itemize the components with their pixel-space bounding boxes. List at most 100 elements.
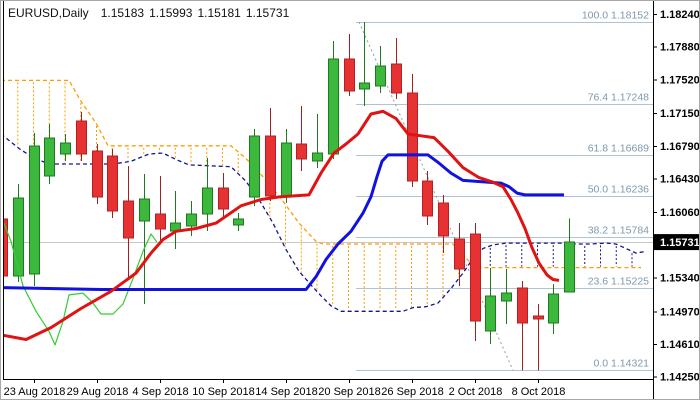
time-axis-label: 26 Sep 2018 (381, 386, 443, 398)
price-axis[interactable]: 1.18240 1.17880 1.17520 1.17150 1.16790 1.164… (653, 9, 700, 384)
candle (29, 133, 40, 286)
candle-body (485, 295, 496, 332)
candle-body (548, 293, 559, 324)
price-axis-label: 1.16060 (660, 207, 700, 219)
time-axis-label: 23 Aug 2018 (4, 386, 66, 398)
candle (407, 74, 418, 187)
candle-body (344, 58, 355, 92)
candle (123, 166, 134, 278)
symbol-period-label: EURUSD,Daily (8, 6, 89, 20)
price-axis-label: 1.15340 (660, 273, 700, 285)
time-axis-label: 4 Sep 2018 (132, 386, 188, 398)
fibonacci-retracement: 100.0 1.18152 76.4 1.17248 61.8 1.16689 50.… (356, 10, 653, 371)
time-axis-label: 20 Sep 2018 (318, 386, 380, 398)
candle-body (92, 150, 103, 198)
candle (485, 268, 496, 344)
low-value: 1.15181 (197, 6, 241, 20)
time-axis-label: 10 Sep 2018 (192, 386, 254, 398)
fib-level-label: 23.6 1.15225 (588, 276, 649, 288)
fib-level-label: 100.0 1.18152 (582, 10, 649, 22)
candle-body (438, 202, 449, 237)
candle (107, 149, 118, 218)
time-axis-label: 8 Oct 2018 (512, 386, 566, 398)
candle-body (233, 218, 244, 226)
candle-body (249, 135, 260, 198)
candle-body (13, 197, 24, 277)
candle (13, 184, 24, 282)
plot-area: 100.0 1.18152 76.4 1.17248 61.8 1.16689 50.… (3, 10, 653, 371)
candle (517, 281, 528, 371)
candle-body (454, 238, 465, 270)
price-axis-label: 1.18240 (660, 9, 700, 21)
tenkan-sen-line (3, 109, 560, 341)
candle-body (564, 241, 575, 293)
fib-level-label: 0.0 1.14321 (594, 358, 650, 370)
high-value: 1.15993 (149, 6, 193, 20)
candle (375, 46, 386, 93)
candle-body (312, 152, 323, 162)
price-axis-label: 1.14970 (660, 306, 700, 318)
price-axis-label: 1.14250 (660, 372, 700, 384)
candle (249, 129, 260, 206)
candle (296, 106, 307, 171)
candle-body (517, 287, 528, 324)
candle-body (107, 155, 118, 212)
time-axis-label: 29 Aug 2018 (67, 386, 129, 398)
candle-body (265, 135, 276, 197)
price-axis-label: 1.16430 (660, 174, 700, 186)
chart-title: EURUSD,Daily 1.15183 1.15993 1.15181 1.15731 (8, 6, 294, 20)
candle (454, 223, 465, 286)
candle-body (296, 143, 307, 160)
candle (391, 38, 402, 99)
candle-body (29, 145, 40, 275)
candle (3, 218, 8, 277)
price-axis-label: 1.16790 (660, 141, 700, 153)
candle-body (3, 218, 8, 277)
candle (533, 304, 544, 371)
price-axis-label: 1.17880 (660, 42, 700, 54)
candle (92, 144, 103, 204)
candle-body (501, 292, 512, 302)
candle (344, 34, 355, 96)
time-axis-label: 14 Sep 2018 (255, 386, 317, 398)
candle (359, 22, 370, 106)
candle-body (60, 142, 71, 155)
candle (155, 176, 166, 241)
candle (281, 129, 292, 203)
fib-level-label: 76.4 1.17248 (588, 92, 649, 104)
kijun-sen-line (3, 153, 564, 291)
fib-level-label: 61.8 1.16689 (588, 143, 649, 155)
candle (218, 173, 229, 219)
fib-trend-line (358, 21, 514, 371)
close-value: 1.15731 (245, 6, 290, 20)
fib-level-label: 50.0 1.16236 (588, 184, 649, 196)
candle-body (391, 63, 402, 94)
candle-body (328, 58, 339, 155)
chikou-span-line (3, 219, 158, 346)
candle (233, 213, 244, 231)
candle (548, 284, 559, 334)
open-value: 1.15183 (100, 6, 145, 20)
candle (438, 195, 449, 253)
candle-body (375, 65, 386, 87)
candle (501, 269, 512, 324)
current-price-badge (654, 234, 699, 251)
candle (564, 218, 575, 293)
candle-body (359, 82, 370, 90)
current-price-badge-text: 1.15731 (660, 237, 700, 249)
candle (422, 171, 433, 225)
candle (170, 191, 181, 249)
fib-level-label: 38.2 1.15784 (588, 225, 649, 237)
candle (60, 134, 71, 161)
candle-body (202, 187, 213, 215)
price-axis-label: 1.14610 (660, 339, 700, 351)
candle-body (76, 120, 87, 155)
time-axis[interactable]: 23 Aug 2018 29 Aug 2018 4 Sep 2018 10 Sep 2… (4, 379, 566, 398)
candle-body (155, 213, 166, 230)
candle (470, 223, 481, 341)
candle (76, 112, 87, 161)
time-axis-label: 2 Oct 2018 (449, 386, 503, 398)
candle (312, 114, 323, 168)
